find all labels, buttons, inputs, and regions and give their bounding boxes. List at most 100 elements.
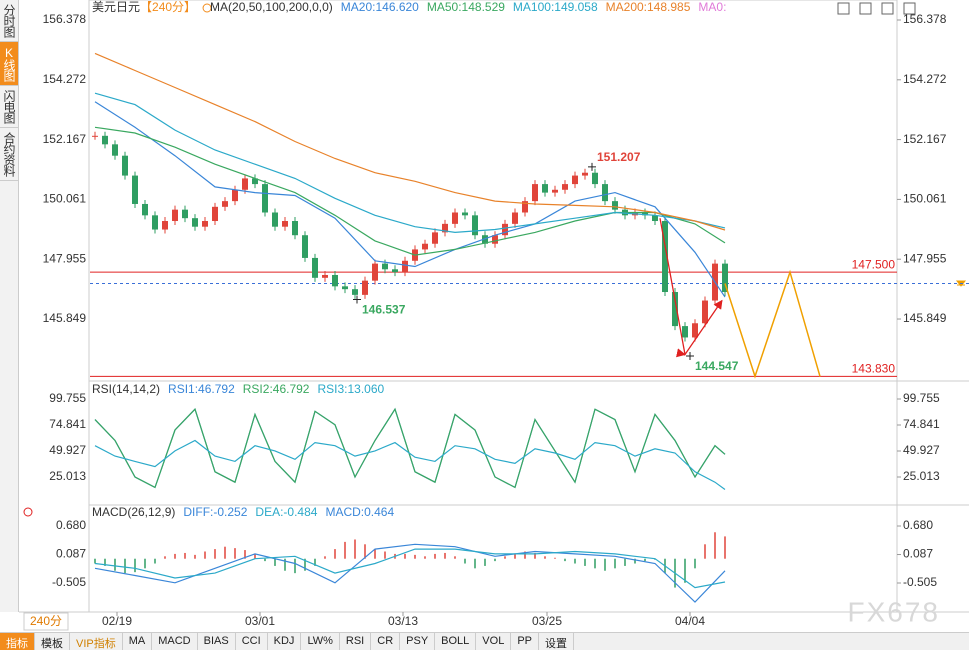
macd-line [94,548,726,589]
y-tick-label: 25.013 [49,469,86,483]
legend-entry: RSI1:46.792 [168,382,235,396]
legend-entry: MA20:146.620 [341,0,419,14]
toolbar-tab[interactable]: VOL [476,633,512,650]
toolbar-tab[interactable]: MACD [152,633,198,650]
candle [112,144,118,156]
side-tab[interactable]: 合约资料 [0,128,18,181]
candle [382,263,388,270]
ma-line [94,126,726,256]
y-tick-label: 154.272 [43,72,87,86]
icon[interactable] [859,2,872,15]
y-tick-label: 74.841 [903,417,940,431]
y-tick-label: 150.061 [903,192,947,206]
candle [232,189,238,202]
candle [562,184,568,190]
candle [302,235,308,258]
toolbar-icons[interactable] [837,2,916,15]
toolbar-tab[interactable]: CR [371,633,401,650]
candle [352,289,358,295]
watermark: FX678 [848,596,941,627]
candle [432,232,438,244]
chart-title: MACD(26,12,9) [92,505,175,519]
toolbar-tab[interactable]: 模板 [35,633,70,650]
y-tick-label: 156.378 [903,12,947,26]
toggle-icon [202,3,212,13]
candle [362,280,368,295]
y-tick-label: 0.680 [903,518,933,532]
y-tick-label: 49.927 [49,443,86,457]
candle [242,178,248,190]
candle [672,292,678,327]
side-tab[interactable]: K线图 [0,42,18,86]
toolbar: 指标 模板 VIP指标 MA MACD BIAS CCI KDJ LW% RSI CR PSY BOLL… [0,632,969,650]
y-tick-label: 152.167 [903,132,947,146]
candle [502,223,508,236]
candle [552,189,558,193]
candle [592,172,598,185]
candle [372,263,378,281]
legend-entry: MA0: [698,0,726,14]
toolbar-tab[interactable]: RSI [340,633,372,650]
sidebar: 分时图 K线图 闪电图 合约资料 [0,0,19,612]
toolbar-tab[interactable]: 指标 [0,633,35,650]
y-tick-label: 147.955 [43,251,87,265]
candle [342,286,348,290]
x-tick-label: 03/01 [245,614,275,628]
candle [322,274,328,278]
extreme-marker [686,352,694,361]
ma-line [94,92,726,234]
y-tick-label: 147.955 [903,251,947,265]
extreme-label: 151.207 [597,150,641,164]
extreme-label: 146.537 [362,303,406,317]
toolbar-tab[interactable]: BIAS [198,633,236,650]
candle [532,184,538,202]
toolbar-tab[interactable]: 设置 [539,633,574,650]
candle [482,235,488,244]
candle [662,221,668,293]
candle [402,260,408,273]
y-tick-label: 74.841 [49,417,86,431]
candle [722,263,728,293]
legend-entry: DEA:-0.484 [255,505,317,519]
candle [572,175,578,185]
candle [612,201,618,210]
candle [392,269,398,273]
candle [522,201,528,213]
y-tick-label: 150.061 [43,192,87,206]
legend-entry: RSI3:13.060 [317,382,384,396]
period-button[interactable] [23,612,69,631]
rsi-line [94,407,726,489]
icon[interactable] [837,2,850,15]
side-tab[interactable]: 分时图 [0,0,18,42]
y-tick-label: -0.505 [52,575,86,589]
toolbar-tab[interactable]: PP [511,633,539,650]
candle [332,274,338,287]
icon[interactable] [881,2,894,15]
toolbar-tab[interactable]: KDJ [268,633,302,650]
side-tab[interactable]: 闪电图 [0,86,18,128]
legend-title: MA(20,50,100,200,0,0) [210,0,333,14]
period-label[interactable]: 240分 [30,614,62,628]
candle [152,215,158,230]
ma-line [94,52,726,231]
candle [312,257,318,278]
toolbar-tab[interactable]: VIP指标 [70,633,123,650]
toolbar-tab[interactable]: PSY [400,633,436,650]
icon[interactable] [903,2,916,15]
candle [132,175,138,204]
toolbar-tab[interactable]: BOLL [435,633,477,650]
settings-icon[interactable] [23,507,33,517]
y-tick-label: 0.087 [56,547,86,561]
candle [492,235,498,244]
candle [422,243,428,250]
toolbar-tab[interactable]: MA [123,633,153,650]
x-tick-label: 02/19 [102,614,132,628]
legend-entry: MA200:148.985 [606,0,691,14]
toolbar-tab[interactable]: CCI [236,633,268,650]
y-tick-label: 99.755 [49,391,86,405]
candle [682,326,688,338]
toolbar-tab[interactable]: LW% [301,633,340,650]
y-tick-label: -0.505 [903,575,937,589]
y-tick-label: 0.087 [903,547,933,561]
